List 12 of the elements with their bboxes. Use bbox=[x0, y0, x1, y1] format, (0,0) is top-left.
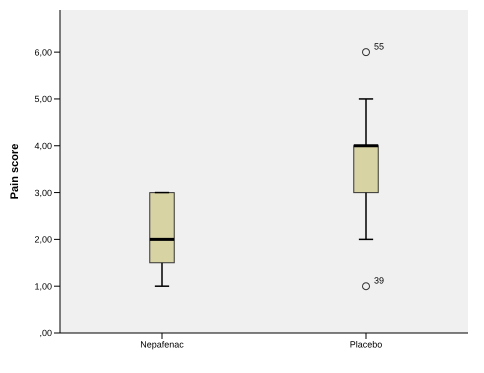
x-tick-label: Placebo bbox=[350, 339, 382, 350]
annotation: 39 bbox=[374, 275, 384, 286]
y-tick-label: 3,00 bbox=[34, 188, 52, 198]
y-tick-label: 6,00 bbox=[34, 47, 52, 58]
y-tick-label: 5,00 bbox=[34, 94, 52, 104]
y-axis-title: Pain score bbox=[8, 144, 21, 200]
y-tick-label: 4,00 bbox=[34, 140, 52, 151]
y-tick-label: ,00 bbox=[39, 328, 52, 338]
y-tick-label: 1,00 bbox=[34, 281, 52, 292]
y-tick-label: 2,00 bbox=[34, 234, 52, 245]
x-tick-label: Nepafenac bbox=[140, 339, 184, 350]
annotation: 55 bbox=[374, 41, 384, 52]
